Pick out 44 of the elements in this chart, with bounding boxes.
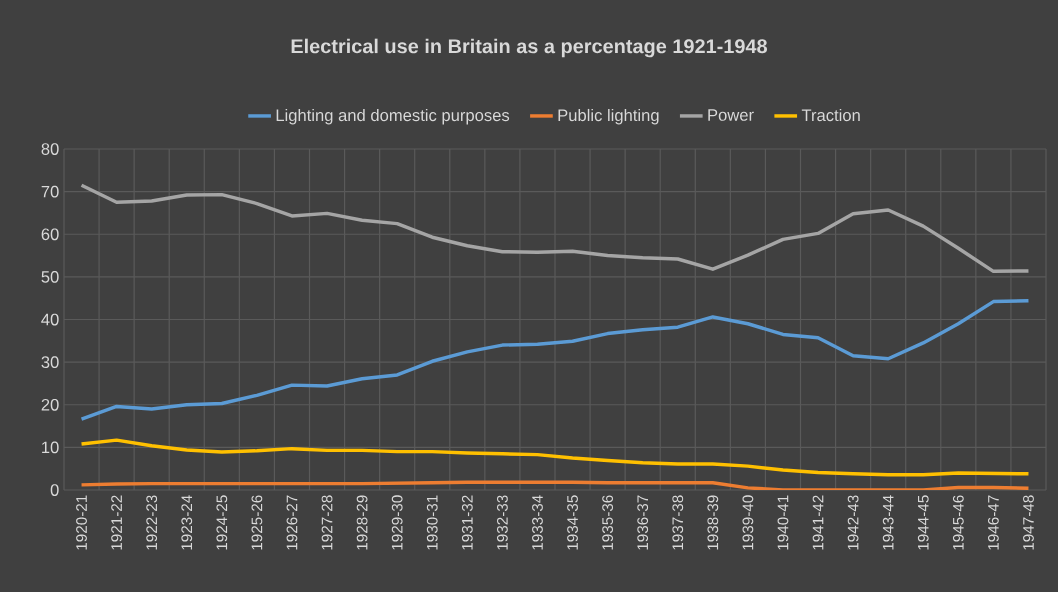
x-tick-label: 1941-42 — [812, 495, 824, 550]
legend-label: Public lighting — [558, 108, 659, 125]
y-tick-label: 80 — [41, 143, 59, 155]
y-tick-label: 60 — [41, 228, 59, 241]
x-tick-label: 1930-31 — [426, 495, 438, 550]
x-tick-label: 1940-41 — [777, 495, 789, 550]
x-tick-label: 1935-36 — [602, 495, 614, 550]
y-tick-label: 20 — [41, 398, 59, 411]
x-tick-label: 1929-30 — [391, 495, 403, 550]
x-tick-label: 1943-44 — [882, 495, 894, 550]
x-tick-label: 1936-37 — [637, 495, 649, 550]
x-tick-label: 1924-25 — [216, 495, 228, 550]
x-tick-label: 1920-21 — [76, 495, 87, 550]
x-tick-label: 1945-46 — [952, 495, 964, 550]
x-tick-label: 1931-32 — [461, 495, 473, 550]
x-tick-label: 1944-45 — [917, 495, 929, 550]
x-tick-label: 1928-29 — [356, 495, 368, 550]
chart-title: Electrical use in Britain as a percentage 1921-1948 — [291, 38, 767, 58]
x-tick-label: 1934-35 — [567, 495, 578, 550]
legend-label: Lighting and domestic purposes — [276, 108, 510, 125]
x-tick-label: 1923-24 — [181, 495, 193, 550]
x-tick-label: 1939-40 — [742, 495, 754, 550]
x-tick-label: 1947-48 — [1023, 495, 1034, 550]
legend-label: Traction — [801, 108, 860, 122]
line-series — [79, 183, 1031, 274]
x-tick-label: 1937-38 — [672, 495, 684, 550]
x-tick-label: 1925-26 — [251, 495, 263, 550]
x-tick-label: 1921-22 — [111, 495, 123, 550]
y-tick-label: 70 — [41, 185, 59, 198]
line-series — [79, 299, 1031, 421]
y-tick-label: 40 — [41, 313, 59, 326]
x-tick-label: 1922-23 — [146, 495, 158, 550]
y-tick-label: 30 — [41, 356, 59, 369]
x-tick-label: 1938-39 — [707, 495, 719, 550]
x-tick-label: 1926-27 — [286, 495, 298, 550]
x-tick-label: 1932-33 — [496, 495, 508, 550]
y-tick-label: 50 — [41, 271, 59, 283]
x-tick-label: 1942-43 — [847, 495, 859, 550]
x-tick-label: 1933-34 — [532, 495, 543, 550]
y-tick-label: 0 — [50, 484, 59, 496]
y-tick-label: 10 — [42, 441, 59, 454]
x-tick-label: 1927-28 — [321, 495, 333, 550]
legend-label: Power — [708, 109, 754, 121]
x-tick-label: 1946-47 — [987, 495, 999, 550]
